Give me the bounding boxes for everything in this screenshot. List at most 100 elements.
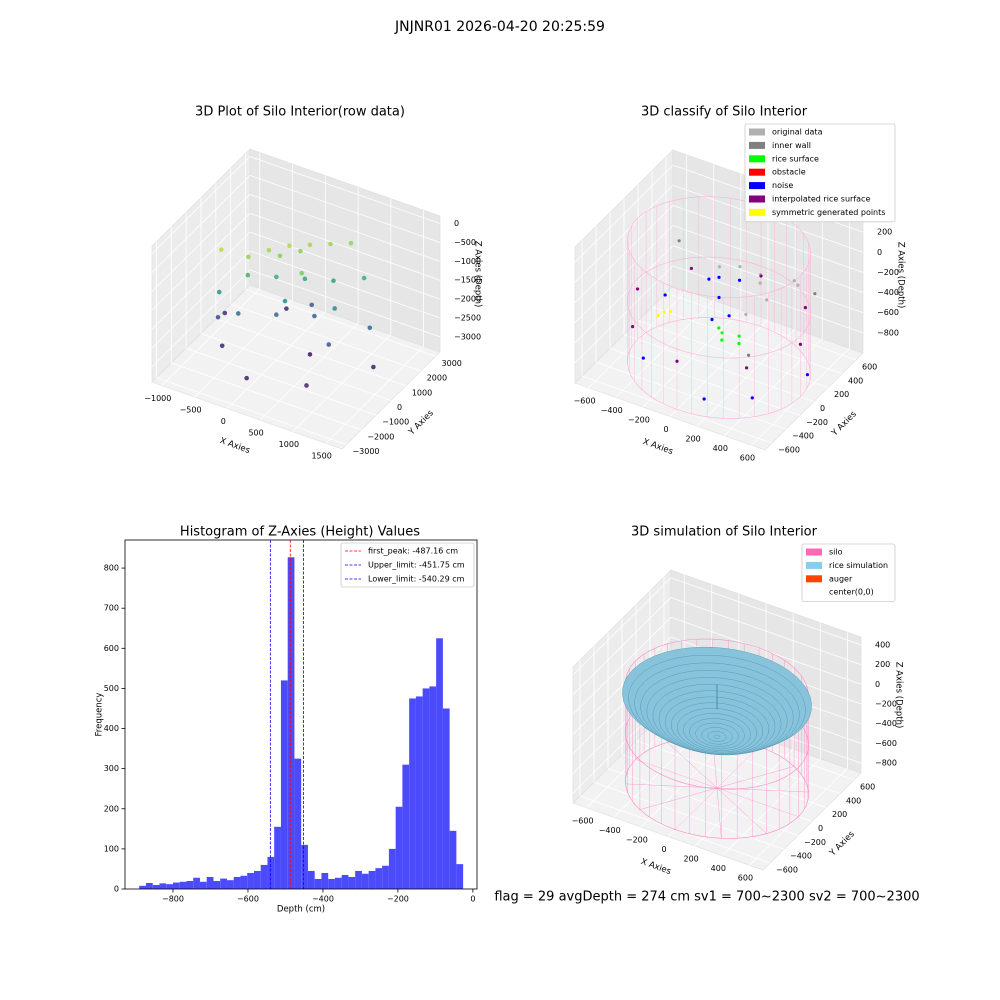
x-tick-label: 600: [740, 454, 755, 463]
z-tick-label: −1000: [454, 257, 481, 266]
data-point: [302, 276, 308, 282]
bar: [240, 875, 248, 889]
z-tick-label: 0: [454, 219, 459, 228]
grid-line: [249, 193, 441, 262]
grid-line: [151, 231, 251, 330]
y-tick-label: 3000: [442, 359, 462, 368]
legend-swatch: [806, 575, 822, 583]
y-tick-label: 200: [834, 390, 849, 399]
silo-floor-line: [716, 787, 722, 839]
data-point: [266, 248, 272, 253]
data-point: [717, 295, 721, 300]
plot-title: 3D classify of Silo Interior: [641, 105, 808, 120]
bar: [368, 870, 376, 889]
y-tick-label: 200: [832, 810, 847, 819]
x-tick-label: 600: [738, 874, 753, 883]
y-tick-label: 800: [104, 564, 119, 573]
z-tick-label: −800: [877, 328, 899, 337]
grid-line: [672, 225, 864, 293]
grid-line: [171, 362, 362, 431]
data-point: [805, 373, 810, 377]
bar: [280, 680, 288, 889]
data-point: [717, 275, 721, 279]
x-tick-label: 200: [684, 855, 699, 864]
legend-swatch: [749, 208, 765, 216]
bar: [409, 698, 416, 889]
grid-line: [572, 577, 672, 676]
legend-label: rice simulation: [829, 561, 888, 570]
data-point: [312, 313, 317, 319]
data-point: [245, 272, 251, 278]
data-point: [331, 278, 336, 284]
bar: [166, 884, 173, 889]
x-tick-label: −800: [162, 895, 184, 904]
y-tick-label: −600: [778, 446, 800, 455]
data-point: [328, 241, 333, 247]
legend-swatch: [749, 141, 765, 149]
grid-line: [151, 250, 251, 349]
data-point: [668, 310, 673, 314]
bar: [172, 882, 180, 889]
data-point: [215, 314, 221, 320]
bar: [139, 885, 146, 889]
legend-swatch: [806, 548, 822, 556]
x-axis-label: Depth (cm): [277, 905, 325, 915]
plot-title: Histogram of Z-Axies (Height) Values: [180, 525, 420, 540]
x-tick-label: −200: [626, 835, 648, 844]
data-point: [635, 287, 640, 291]
legend-box: [340, 542, 475, 588]
z-tick-label: −400: [875, 719, 897, 728]
data-point: [371, 364, 376, 370]
z-tick-label: −3000: [454, 332, 481, 341]
legend-swatch: [749, 155, 765, 163]
silo-floor-line: [716, 766, 795, 789]
bar: [361, 873, 369, 889]
data-point: [216, 289, 222, 295]
legend-swatch: [749, 168, 765, 176]
x-axis-label: X Axies: [641, 437, 674, 457]
bar: [442, 708, 450, 889]
grid-line: [249, 250, 441, 319]
y-tick-label: 700: [104, 604, 119, 613]
z-axis-label: Z Axies (Depth): [473, 241, 483, 308]
grid-line: [249, 156, 441, 224]
bar: [395, 806, 403, 889]
data-point: [737, 334, 741, 338]
bar: [341, 874, 349, 889]
y-tick-label: −1000: [382, 418, 409, 427]
data-point: [361, 275, 367, 281]
data-point: [309, 302, 315, 308]
bar: [206, 876, 214, 889]
bar: [267, 856, 275, 889]
y-axis-label: Y Axies: [406, 408, 436, 438]
data-point: [244, 375, 249, 381]
silo-floor-line: [716, 787, 767, 834]
y-tick-label: 400: [846, 796, 861, 805]
x-tick-label: 0: [663, 425, 668, 434]
silo-floor-line: [625, 783, 718, 789]
bar: [159, 883, 167, 889]
y-tick-label: 400: [848, 376, 863, 385]
legend-swatch: [749, 128, 765, 136]
data-point: [738, 265, 742, 269]
data-point: [689, 266, 694, 271]
bar: [152, 884, 160, 889]
legend-label: first_peak: -487.16 cm: [368, 547, 458, 556]
z-tick-label: −500: [454, 238, 476, 247]
bar: [429, 686, 437, 889]
data-point: [304, 383, 309, 388]
bar: [348, 876, 356, 889]
grid-line: [151, 212, 251, 311]
y-tick-label: 400: [104, 724, 119, 733]
data-point: [765, 298, 769, 302]
legend-box: [744, 123, 896, 223]
x-tick-label: −1000: [144, 394, 171, 403]
z-axis-label: Z Axies (Depth): [896, 242, 906, 309]
bar: [422, 688, 430, 889]
data-point: [307, 352, 313, 357]
silo-floor-line: [674, 787, 718, 830]
grid-line: [672, 205, 864, 273]
y-tick-label: 200: [104, 804, 119, 813]
grid-line: [637, 320, 829, 389]
x-tick-label: −400: [599, 826, 621, 835]
